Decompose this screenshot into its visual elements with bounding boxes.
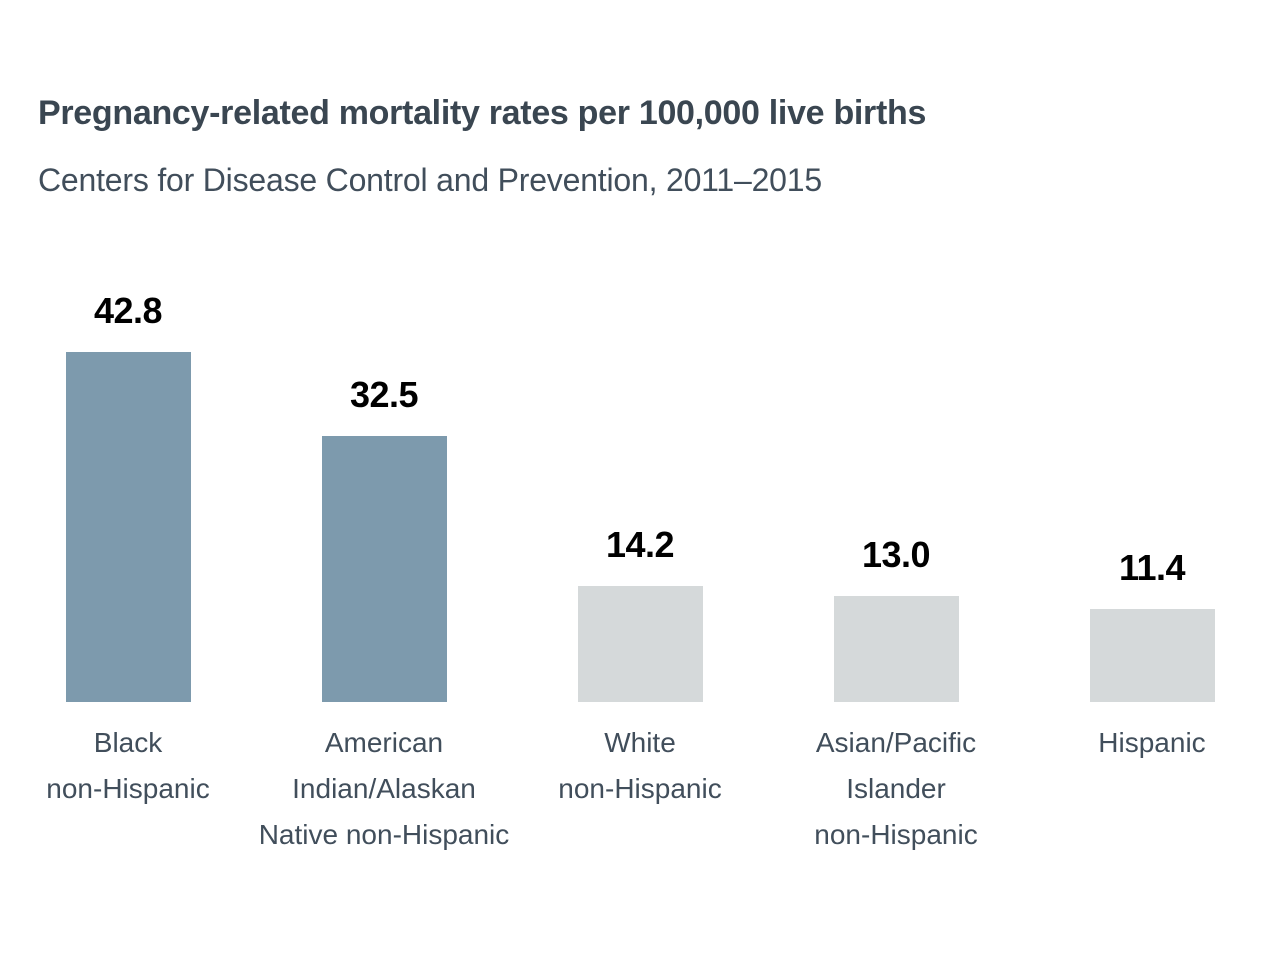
category-label-line: Asian/Pacific <box>815 727 977 758</box>
bar-value-label: 13.0 <box>861 534 931 575</box>
bar <box>833 596 959 702</box>
bar <box>321 436 447 702</box>
bar-column: 13.0 <box>768 534 1024 702</box>
bar-value-label: 11.4 <box>1118 547 1186 588</box>
category-label-line: Native non-Hispanic <box>258 819 510 850</box>
bar-chart-plot-area: 42.8 32.5 14.2 13.0 11.4 <box>0 290 1280 702</box>
category-label-line: Islander <box>846 773 946 804</box>
category-label-line: Indian/Alaskan <box>292 773 476 804</box>
bar-value-label: 32.5 <box>349 374 419 415</box>
category-label-line: White <box>604 727 676 758</box>
category-label: Asian/Pacific Islander non-Hispanic <box>768 720 1024 858</box>
bar <box>1089 609 1215 702</box>
bar-value-label: 14.2 <box>605 524 675 565</box>
bar-value-label: 42.8 <box>93 290 163 331</box>
bar <box>577 586 703 702</box>
category-label-line: non-Hispanic <box>814 819 978 850</box>
category-label-line: Hispanic <box>1098 727 1206 758</box>
bar-column: 11.4 <box>1024 547 1280 702</box>
bar-column: 42.8 <box>0 290 256 702</box>
category-label: White non-Hispanic <box>512 720 768 812</box>
category-label: American Indian/Alaskan Native non-Hispani… <box>256 720 512 858</box>
bar-column: 32.5 <box>256 374 512 702</box>
category-label-line: Black <box>93 727 163 758</box>
category-axis-labels: Black non-Hispanic American Indian/Alaskan N… <box>0 720 1280 858</box>
category-label-line: non-Hispanic <box>46 773 210 804</box>
category-label-line: non-Hispanic <box>558 773 722 804</box>
bar <box>65 352 191 702</box>
category-label-line: American <box>324 727 444 758</box>
category-label: Black non-Hispanic <box>0 720 256 812</box>
category-label: Hispanic <box>1024 720 1280 766</box>
chart-title: Pregnancy-related mortality rates per 10… <box>38 94 927 132</box>
bar-column: 14.2 <box>512 524 768 702</box>
chart-subtitle: Centers for Disease Control and Preventi… <box>38 162 822 198</box>
